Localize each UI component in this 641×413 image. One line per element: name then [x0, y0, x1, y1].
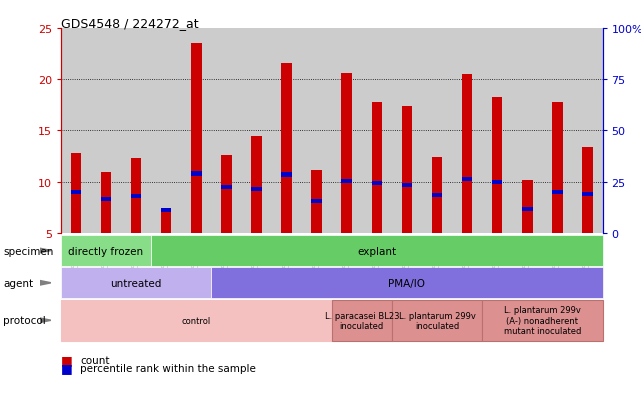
- Bar: [462, 177, 472, 181]
- Bar: [161, 211, 172, 233]
- Bar: [332, 29, 362, 233]
- Bar: [392, 29, 422, 233]
- Bar: [101, 197, 112, 202]
- Polygon shape: [40, 281, 51, 285]
- Text: explant: explant: [357, 246, 396, 256]
- Text: L. paracasei BL23
inoculated: L. paracasei BL23 inoculated: [324, 311, 399, 330]
- Polygon shape: [40, 318, 51, 323]
- Bar: [542, 29, 572, 233]
- Bar: [221, 185, 231, 190]
- Bar: [251, 188, 262, 192]
- Bar: [512, 29, 542, 233]
- Bar: [432, 193, 442, 197]
- Bar: [71, 154, 81, 233]
- Bar: [181, 29, 212, 233]
- Text: untreated: untreated: [110, 278, 162, 288]
- Polygon shape: [40, 249, 51, 253]
- Bar: [312, 171, 322, 233]
- Bar: [312, 199, 322, 204]
- Bar: [422, 29, 452, 233]
- Bar: [191, 172, 201, 176]
- Bar: [221, 156, 231, 233]
- Bar: [251, 136, 262, 233]
- Bar: [242, 29, 272, 233]
- Bar: [151, 29, 181, 233]
- Bar: [552, 190, 563, 195]
- Text: ■: ■: [61, 361, 72, 375]
- Bar: [432, 158, 442, 233]
- Bar: [402, 183, 412, 188]
- Bar: [342, 179, 352, 183]
- Bar: [552, 102, 563, 233]
- Bar: [492, 97, 503, 233]
- Bar: [212, 29, 242, 233]
- Bar: [342, 74, 352, 233]
- Bar: [272, 29, 302, 233]
- Bar: [302, 29, 332, 233]
- Bar: [91, 29, 121, 233]
- Bar: [452, 29, 482, 233]
- Text: percentile rank within the sample: percentile rank within the sample: [80, 363, 256, 373]
- Bar: [462, 75, 472, 233]
- Bar: [522, 208, 533, 212]
- Bar: [121, 29, 151, 233]
- Bar: [362, 29, 392, 233]
- Text: specimen: specimen: [3, 246, 54, 256]
- Text: control: control: [181, 316, 211, 325]
- Bar: [372, 181, 382, 185]
- Text: L. plantarum 299v
(A-) nonadherent
mutant inoculated: L. plantarum 299v (A-) nonadherent mutan…: [504, 306, 581, 335]
- Bar: [582, 192, 593, 197]
- Text: protocol: protocol: [3, 316, 46, 325]
- Bar: [372, 102, 382, 233]
- Bar: [482, 29, 512, 233]
- Text: L. plantarum 299v
inoculated: L. plantarum 299v inoculated: [399, 311, 476, 330]
- Bar: [161, 209, 172, 213]
- Text: GDS4548 / 224272_at: GDS4548 / 224272_at: [61, 17, 199, 29]
- Bar: [281, 173, 292, 177]
- Bar: [131, 195, 142, 199]
- Bar: [281, 64, 292, 233]
- Bar: [131, 159, 142, 233]
- Bar: [522, 180, 533, 233]
- Bar: [402, 107, 412, 233]
- Text: count: count: [80, 355, 110, 365]
- Text: ■: ■: [61, 353, 72, 366]
- Bar: [572, 29, 603, 233]
- Text: directly frozen: directly frozen: [69, 246, 144, 256]
- Bar: [71, 190, 81, 195]
- Text: agent: agent: [3, 278, 33, 288]
- Bar: [101, 173, 112, 233]
- Bar: [191, 44, 201, 233]
- Text: PMA/IO: PMA/IO: [388, 278, 426, 288]
- Bar: [582, 147, 593, 233]
- Bar: [492, 180, 503, 184]
- Bar: [61, 29, 91, 233]
